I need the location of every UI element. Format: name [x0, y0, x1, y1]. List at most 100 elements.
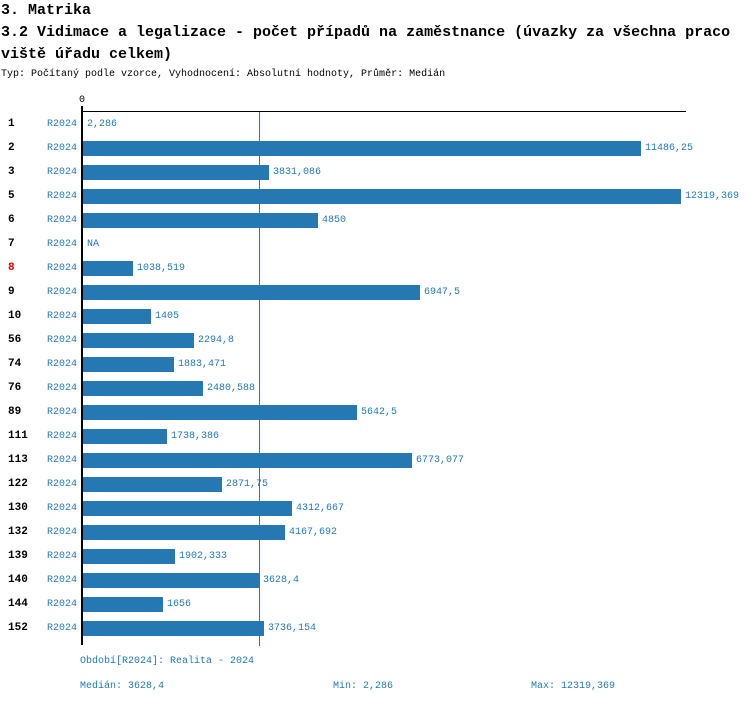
bar — [83, 333, 194, 348]
row-category-label: 132 — [8, 526, 28, 538]
row-series-label: R2024 — [46, 623, 77, 634]
bar-value-label: 1738,386 — [171, 431, 220, 442]
bar — [83, 309, 151, 324]
row-category-label: 89 — [8, 406, 22, 418]
bar-value-label: 2871,75 — [226, 479, 269, 490]
bar-value-label: 4167,692 — [289, 527, 338, 538]
row-series-label: R2024 — [46, 599, 77, 610]
row-series-label: R2024 — [46, 119, 77, 130]
row-category-label: 74 — [8, 358, 22, 370]
bar — [83, 573, 259, 588]
median-stat: Medián: 3628,4 — [80, 681, 165, 692]
bar-value-label: 6773,077 — [416, 455, 465, 466]
chart-title-line1: 3.2 Vidimace a legalizace - počet případ… — [1, 24, 731, 41]
row-category-label: 9 — [8, 286, 15, 298]
row-category-label: 10 — [8, 310, 22, 322]
bar — [83, 165, 269, 180]
bar — [83, 477, 222, 492]
row-category-label: 139 — [8, 550, 28, 562]
row-series-label: R2024 — [46, 455, 77, 466]
row-series-label: R2024 — [46, 383, 77, 394]
bar-value-label: 3831,086 — [273, 167, 322, 178]
y-axis-line — [81, 106, 83, 645]
row-category-label: 5 — [8, 190, 15, 202]
bar-value-label: 2294,8 — [198, 335, 235, 346]
bar — [83, 525, 285, 540]
bar-value-label: 11486,25 — [645, 143, 694, 154]
bar-value-label: 12319,369 — [685, 191, 740, 202]
row-series-label: R2024 — [46, 551, 77, 562]
row-category-label: 2 — [8, 142, 15, 154]
report-section-title: 3. Matrika — [1, 2, 92, 19]
bar — [83, 261, 133, 276]
median-reference-line — [259, 112, 260, 646]
row-category-label: 76 — [8, 382, 22, 394]
bar-value-label: 3628,4 — [263, 575, 300, 586]
min-stat: Min: 2,286 — [333, 681, 394, 692]
bar-value-label: 4850 — [322, 215, 347, 226]
row-category-label: 3 — [8, 166, 15, 178]
max-stat: Max: 12319,369 — [531, 681, 616, 692]
bar-value-label: 3736,154 — [268, 623, 317, 634]
row-series-label: R2024 — [46, 167, 77, 178]
x-axis-line — [81, 111, 686, 112]
row-series-label: R2024 — [46, 311, 77, 322]
bar-value-label: 1038,519 — [137, 263, 186, 274]
bar — [83, 405, 357, 420]
bar — [83, 501, 292, 516]
chart-subtitle: Typ: Počítaný podle vzorce, Vyhodnocení:… — [1, 69, 446, 80]
bar-value-label: 6947,5 — [424, 287, 461, 298]
bar-value-label: 1405 — [155, 311, 180, 322]
bar-value-label: 1656 — [167, 599, 192, 610]
bar — [83, 213, 318, 228]
bar — [83, 549, 175, 564]
bar-value-label: 1883,471 — [178, 359, 227, 370]
row-series-label: R2024 — [46, 191, 77, 202]
row-series-label: R2024 — [46, 575, 77, 586]
row-category-label: 140 — [8, 574, 28, 586]
row-category-label: 6 — [8, 214, 15, 226]
bar-value-label: 5642,5 — [361, 407, 398, 418]
bar — [83, 381, 203, 396]
row-series-label: R2024 — [46, 263, 77, 274]
row-series-label: R2024 — [46, 215, 77, 226]
row-category-label: 1 — [8, 118, 15, 130]
bar-value-label: 1902,333 — [179, 551, 228, 562]
row-category-label: 56 — [8, 334, 22, 346]
bar — [83, 429, 167, 444]
row-category-label: 7 — [8, 238, 15, 250]
row-series-label: R2024 — [46, 287, 77, 298]
row-series-label: R2024 — [46, 143, 77, 154]
bar-chart: 0 1 R2024 2,286 2 R2024 11486,25 3 R2024 3831,08… — [0, 90, 750, 650]
bar-value-label: 2480,588 — [207, 383, 256, 394]
bar — [83, 357, 174, 372]
row-category-label: 113 — [8, 454, 28, 466]
x-axis-zero-label: 0 — [78, 95, 85, 106]
row-category-label: 122 — [8, 478, 28, 490]
bar-value-label: 4312,667 — [296, 503, 345, 514]
row-series-label: R2024 — [46, 359, 77, 370]
bar-value-label: NA — [87, 239, 100, 250]
row-series-label: R2024 — [46, 503, 77, 514]
row-series-label: R2024 — [46, 239, 77, 250]
row-series-label: R2024 — [46, 407, 77, 418]
bar — [83, 597, 163, 612]
bar — [83, 621, 264, 636]
row-series-label: R2024 — [46, 431, 77, 442]
bar — [83, 189, 681, 204]
bar-value-label: 2,286 — [87, 119, 118, 130]
row-series-label: R2024 — [46, 479, 77, 490]
bar — [83, 453, 412, 468]
row-category-label: 111 — [8, 430, 28, 442]
bar — [83, 285, 420, 300]
period-label: Období[R2024]: Realita - 2024 — [80, 656, 255, 667]
row-category-label: 152 — [8, 622, 28, 634]
row-series-label: R2024 — [46, 527, 77, 538]
row-category-label: 8 — [8, 262, 15, 274]
row-category-label: 144 — [8, 598, 28, 610]
row-series-label: R2024 — [46, 335, 77, 346]
row-category-label: 130 — [8, 502, 28, 514]
chart-title-line2: viště úřadu celkem) — [1, 46, 173, 63]
bar — [83, 141, 641, 156]
